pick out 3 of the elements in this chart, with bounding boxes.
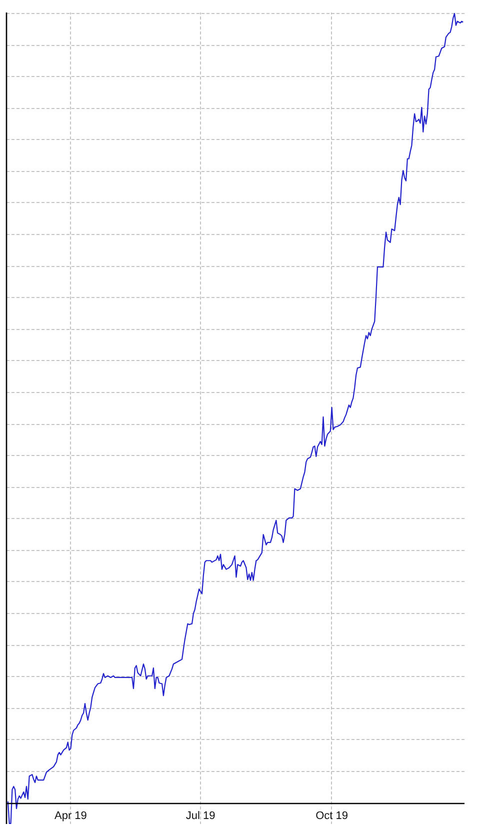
x-tick-label: Apr 19 <box>54 810 87 822</box>
x-tick-label: Jul 19 <box>186 810 216 822</box>
x-tick-label: Oct 19 <box>316 810 348 822</box>
